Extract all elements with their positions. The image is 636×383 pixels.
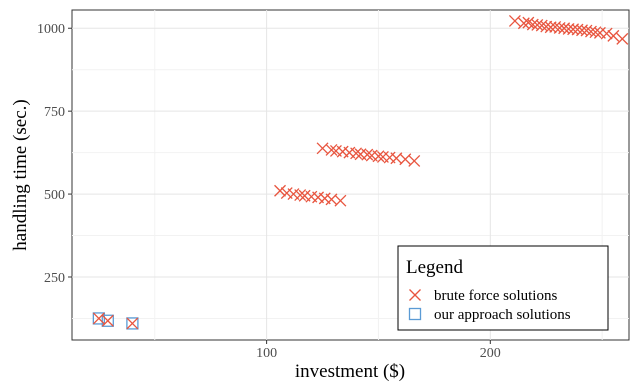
- y-tick-label: 250: [44, 271, 65, 286]
- x-axis-title: investment ($): [295, 361, 405, 382]
- brute-force-point: [126, 317, 139, 330]
- brute-force-point: [544, 21, 557, 34]
- grid-lines: [72, 10, 629, 340]
- brute-force-point: [508, 14, 521, 27]
- legend-key-1: [408, 307, 422, 321]
- brute-force-point: [372, 150, 385, 163]
- brute-force-point: [616, 32, 629, 45]
- legend-key-0: [409, 289, 421, 301]
- brute-force-point: [600, 27, 613, 40]
- y-tick-label: 500: [44, 188, 65, 203]
- brute-force-point: [607, 29, 620, 42]
- legend-box: [397, 245, 609, 331]
- y-tick-label: 750: [44, 105, 65, 120]
- brute-force-point: [325, 144, 338, 156]
- brute-force-point: [92, 312, 105, 325]
- axis-ticks: 100 200 250 500 750 1000: [37, 22, 501, 361]
- brute-force-point: [101, 314, 114, 327]
- legend-title: Legend: [406, 257, 463, 278]
- brute-force-point: [350, 147, 363, 160]
- brute-force-point: [540, 20, 553, 33]
- brute-force-point: [334, 194, 347, 207]
- brute-force-point: [361, 148, 374, 161]
- legend-label: brute force solutions: [434, 288, 557, 304]
- brute-force-point: [274, 184, 286, 197]
- brute-force-point: [408, 154, 421, 167]
- legend: Legend brute force solutions our approach…: [397, 245, 609, 331]
- brute-force-point: [294, 189, 307, 202]
- brute-force-point: [562, 22, 575, 35]
- brute-force-point: [589, 26, 602, 39]
- x-tick-label: 100: [256, 346, 277, 361]
- our-approach-point: [126, 317, 139, 330]
- x-tick-label: 200: [480, 346, 501, 361]
- our-approach-point: [101, 314, 114, 327]
- our-approach-point: [92, 312, 105, 325]
- data-points: [92, 14, 629, 330]
- legend-label: our approach solutions: [434, 307, 571, 323]
- y-tick-label: 1000: [37, 22, 65, 37]
- y-axis-title: handling time (sec.): [10, 99, 31, 250]
